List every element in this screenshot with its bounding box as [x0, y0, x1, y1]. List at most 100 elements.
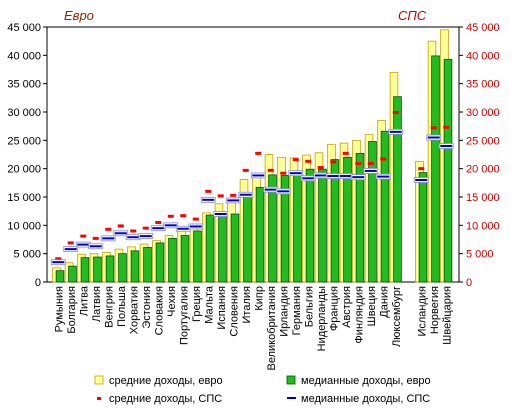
bar-median-eur [443, 58, 453, 283]
axes-group: 0 0 5 000 5 000 10 000 10 000 15 000 15 000 20 0… [7, 22, 499, 289]
marker-mean-pps [267, 168, 274, 172]
bar-median-eur [393, 96, 402, 283]
bar-median-eur [55, 270, 65, 283]
marker-median-pps [314, 174, 327, 177]
category-label: Болгария [66, 286, 78, 334]
marker-mean-pps [242, 168, 249, 172]
marker-median-pps [189, 225, 202, 228]
bars-group [52, 29, 453, 283]
bar-median-eur [80, 257, 90, 283]
bar-median-eur [168, 237, 177, 283]
bar-median-eur [255, 186, 265, 283]
category-label: Испания [216, 286, 228, 330]
category-label: Исландия [416, 286, 428, 337]
marker-mean-pps [392, 111, 399, 115]
bar-median-eur [368, 141, 377, 283]
marker-mean-pps [55, 257, 62, 261]
legend-label: средние доходы, евро [109, 375, 223, 387]
bar-median-eur [330, 159, 340, 283]
marker-median-pps [440, 145, 453, 147]
marker-median-pps [389, 130, 402, 133]
marker-median-pps [177, 227, 190, 230]
left-axis-title: Евро [64, 8, 94, 23]
category-label: Швейцария [441, 286, 453, 345]
marker-median-pps [364, 169, 377, 172]
marker-mean-pps [180, 214, 187, 218]
category-labels-group: Румыния Болгария Литва Латвия Венгрия Польша Х… [53, 285, 453, 370]
marker-median-pps [127, 236, 140, 239]
category-label: Польша [116, 285, 128, 327]
marker-median-pps [277, 190, 290, 193]
marker-mean-pps [230, 193, 237, 197]
left-tick-label: 30 000 [7, 107, 41, 119]
marker-mean-pps [305, 159, 312, 163]
category-label: Мальта [203, 285, 215, 324]
left-tick-label: 5 000 [13, 249, 41, 261]
bar-median-eur [205, 214, 215, 283]
bar-median-eur [343, 156, 352, 283]
marker-mean-pps [142, 226, 149, 230]
marker-median-pps [114, 232, 127, 235]
left-tick-label: 15 000 [7, 192, 41, 204]
category-label: Литва [78, 285, 90, 316]
category-label: Словакия [153, 286, 165, 335]
category-label: Кипр [253, 286, 265, 311]
marker-median-pps [377, 175, 390, 178]
left-tick-label: 25 000 [7, 135, 41, 147]
marker-mean-pps [80, 234, 87, 238]
legend-label: медианные доходы, СПС [301, 393, 430, 405]
legend-swatch [94, 375, 104, 385]
marker-median-pps [302, 177, 315, 180]
category-label: Люксембург [391, 286, 403, 347]
marker-median-pps [52, 261, 65, 264]
marker-mean-pps [105, 227, 112, 231]
marker-mean-pps [67, 241, 74, 245]
category-label: Греция [191, 286, 203, 322]
left-tick-label: 20 000 [7, 164, 41, 176]
legend-label: медианные доходы, евро [301, 375, 431, 387]
marker-median-pps [427, 136, 440, 139]
category-label: Швеция [366, 286, 378, 326]
marker-mean-pps [342, 151, 349, 155]
category-label: Нидерланды [316, 286, 328, 351]
category-label: Латвия [91, 286, 103, 322]
category-label: Ирландия [278, 286, 290, 337]
marker-mean-pps [317, 166, 324, 170]
bar-median-eur [293, 172, 302, 283]
bar-median-eur [180, 235, 190, 283]
right-axis-title: СПС [398, 8, 427, 23]
marker-median-pps [352, 176, 365, 179]
marker-median-pps [77, 243, 90, 246]
bar-median-eur [230, 213, 240, 283]
left-tick-label: 0 [35, 277, 41, 289]
marker-mean-pps [418, 167, 425, 171]
marker-median-pps [202, 198, 215, 201]
marker-median-pps [289, 172, 302, 175]
marker-median-pps [139, 235, 152, 238]
category-label: Дания [378, 286, 390, 318]
marker-mean-pps [192, 217, 199, 221]
marker-mean-pps [292, 158, 299, 162]
right-tick-label: 35 000 [466, 79, 500, 91]
marker-mean-pps [205, 189, 212, 193]
left-tick-label: 35 000 [7, 79, 41, 91]
bar-median-eur [155, 242, 165, 283]
right-tick-label: 10 000 [466, 220, 500, 232]
bar-median-eur [93, 256, 102, 283]
category-label: Португалия [178, 286, 190, 345]
bar-median-eur [280, 175, 290, 283]
right-tick-label: 20 000 [466, 164, 500, 176]
marker-median-pps [89, 245, 102, 248]
bar-median-eur [218, 211, 227, 283]
right-tick-label: 30 000 [466, 107, 500, 119]
marker-mean-pps [117, 224, 124, 228]
marker-mean-pps [367, 162, 374, 166]
right-tick-label: 0 [466, 277, 472, 289]
marker-mean-pps [280, 171, 287, 175]
marker-mean-pps [130, 229, 137, 233]
marker-median-pps [64, 248, 77, 251]
marker-median-pps [102, 237, 115, 240]
bar-median-eur [305, 168, 315, 283]
